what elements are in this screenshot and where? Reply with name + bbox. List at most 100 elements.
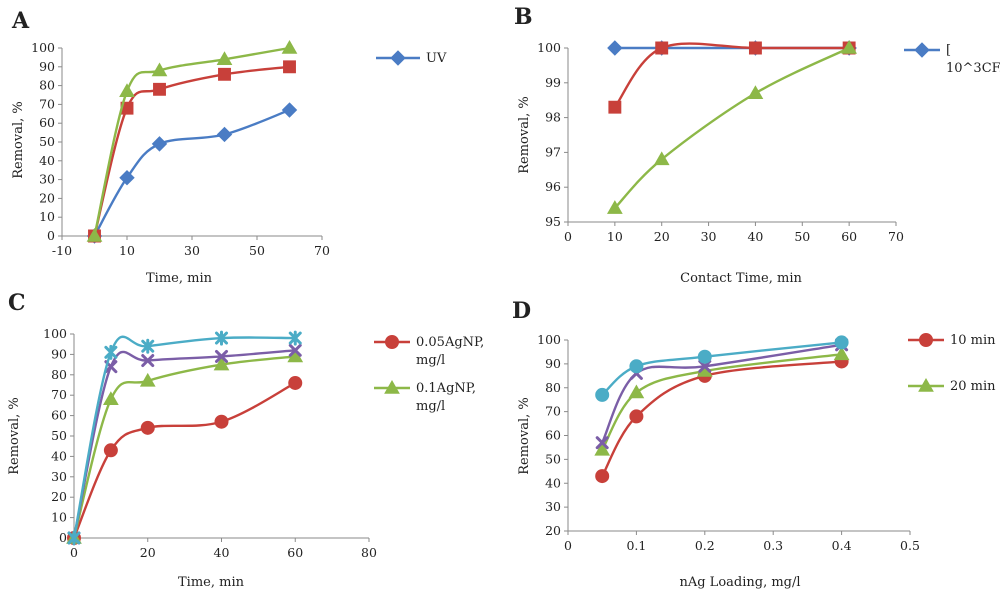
y-tick-label: 70 xyxy=(545,404,561,419)
data-point xyxy=(606,200,623,214)
data-point xyxy=(841,39,858,54)
y-tick-label: 80 xyxy=(39,78,55,93)
panel-letter: A xyxy=(11,8,30,34)
x-tick-label: 60 xyxy=(287,545,303,560)
data-point xyxy=(119,83,135,97)
series-1 xyxy=(595,354,849,484)
data-point xyxy=(288,343,302,357)
x-tick-label: 0 xyxy=(70,545,78,560)
data-point xyxy=(655,41,669,55)
legend-marker xyxy=(390,50,406,66)
y-tick-label: 100 xyxy=(537,40,561,55)
legend-label: 10 min xyxy=(950,333,996,348)
legend-marker xyxy=(385,335,399,349)
legend-marker xyxy=(384,379,400,394)
y-tick-label: 90 xyxy=(545,356,561,371)
chart-panel-c: C 0 10 20 30 40 50 60 70 80 90 100 0 20 40 60 80 Time, mi… xyxy=(7,290,484,590)
y-tick-label: 80 xyxy=(545,380,561,395)
y-tick-label: 30 xyxy=(51,469,67,484)
data-point xyxy=(103,443,118,458)
series-2 xyxy=(608,41,856,114)
y-tick-label: 40 xyxy=(545,475,561,490)
x-tick-label: 50 xyxy=(794,229,810,244)
series-line xyxy=(93,46,290,237)
y-tick-label: 20 xyxy=(51,489,67,504)
x-tick-label: 0.2 xyxy=(695,538,715,553)
legend-label: 20 min xyxy=(950,379,996,394)
legend-label-line: UV xyxy=(426,51,447,66)
data-point xyxy=(607,40,623,56)
series-line xyxy=(613,46,850,209)
legend-label-line: 10 min xyxy=(950,333,996,348)
legend-label-line: 20 min xyxy=(950,379,996,394)
y-tick-label: 90 xyxy=(39,59,55,74)
legend-entry: UV xyxy=(376,50,447,66)
x-tick-label: 0 xyxy=(564,229,572,244)
x-axis-title: Contact Time, min xyxy=(680,271,802,286)
data-point xyxy=(595,387,610,402)
y-tick-label: 60 xyxy=(51,408,67,423)
series-2 xyxy=(88,60,296,243)
data-point xyxy=(747,85,764,99)
series-line xyxy=(601,360,842,477)
x-tick-label: 0 xyxy=(564,538,572,553)
y-tick-label: 100 xyxy=(537,332,561,347)
y-tick-label: 20 xyxy=(39,190,55,205)
data-point xyxy=(629,409,644,424)
x-tick-label: 20 xyxy=(140,545,156,560)
x-tick-label: 20 xyxy=(654,229,670,244)
y-tick-label: 98 xyxy=(545,110,561,125)
data-point xyxy=(833,346,850,361)
data-point xyxy=(595,469,610,484)
series-2 xyxy=(594,346,850,456)
legend-label-line: mg/l xyxy=(416,353,445,368)
x-tick-label: 60 xyxy=(841,229,857,244)
y-tick-label: 40 xyxy=(39,153,55,168)
data-point xyxy=(141,338,155,354)
legend-label-line: [ xyxy=(946,43,951,58)
chart-panel-b: B 95 96 97 98 99 100 0 10 20 30 40 50 60 70 Contact Tim… xyxy=(514,4,1000,286)
data-point xyxy=(594,441,611,456)
legend-entry: 10 min xyxy=(908,333,996,348)
y-tick-label: 60 xyxy=(545,428,561,443)
panel-letter: D xyxy=(512,298,531,324)
x-tick-label: 40 xyxy=(747,229,763,244)
data-point xyxy=(281,39,298,54)
data-point xyxy=(288,375,303,390)
data-point xyxy=(140,420,155,435)
y-tick-label: 100 xyxy=(43,326,67,341)
data-point xyxy=(153,82,166,96)
y-tick-label: 100 xyxy=(31,40,55,55)
y-tick-label: 30 xyxy=(545,499,561,514)
data-point xyxy=(119,170,135,186)
data-point xyxy=(214,414,229,429)
series-line xyxy=(72,349,296,539)
y-tick-label: 10 xyxy=(51,510,67,525)
x-tick-label: 40 xyxy=(214,545,230,560)
data-point xyxy=(216,51,233,66)
y-tick-label: 97 xyxy=(545,144,561,159)
y-tick-label: 50 xyxy=(39,134,55,149)
legend-entry: 20 min xyxy=(908,377,996,394)
x-tick-label: 30 xyxy=(184,243,200,258)
x-tick-label: 70 xyxy=(314,243,330,258)
y-tick-label: 20 xyxy=(545,523,561,538)
series-line xyxy=(601,341,842,396)
panel-letter: B xyxy=(514,4,533,30)
series-line xyxy=(72,355,296,539)
legend-entry: [10^3CF... xyxy=(904,42,1000,76)
series-1 xyxy=(67,375,303,545)
y-axis-title: Removal, % xyxy=(7,397,22,475)
y-tick-label: 70 xyxy=(51,387,67,402)
data-point xyxy=(698,359,712,373)
series-line xyxy=(601,343,842,444)
legend-entry: 0.05AgNP, mg/l xyxy=(374,335,484,368)
legend-marker xyxy=(918,377,934,392)
legend-marker xyxy=(914,42,930,58)
data-point xyxy=(103,391,119,406)
x-axis-title: Time, min xyxy=(178,575,245,590)
x-tick-label: 10 xyxy=(607,229,623,244)
chart-panel-d: D 20 30 40 50 60 70 80 90 100 0 0.1 0.2 0.3 0.4 0.5 nAg … xyxy=(512,298,996,590)
data-point xyxy=(139,372,156,387)
y-tick-label: 90 xyxy=(51,346,67,361)
